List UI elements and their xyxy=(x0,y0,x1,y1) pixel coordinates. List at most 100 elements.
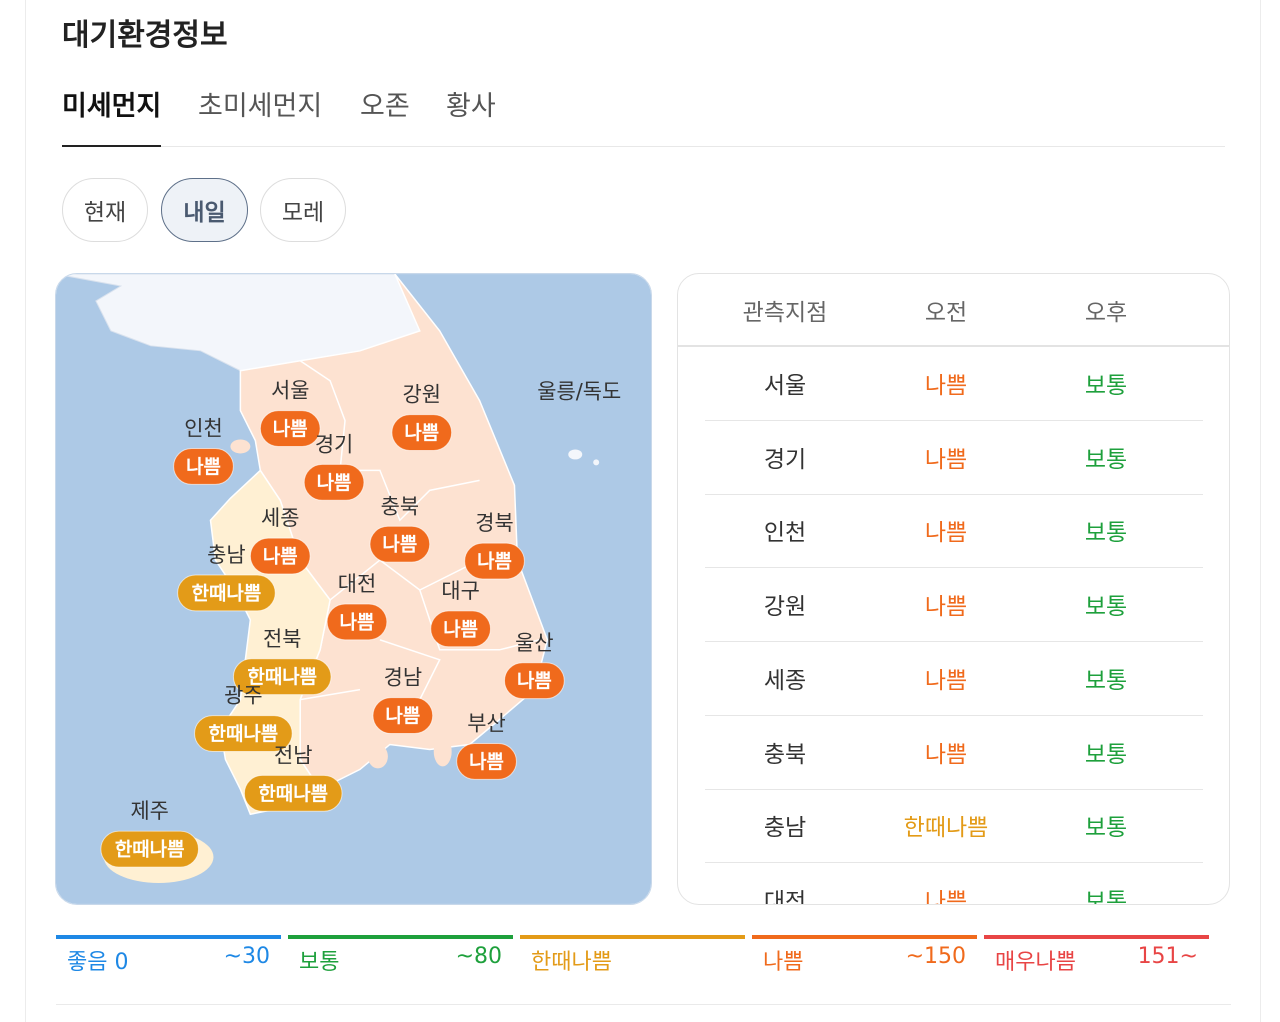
status-badge xyxy=(464,542,525,580)
region-name: 대전 xyxy=(338,572,376,596)
pm-status: 보통 xyxy=(1084,520,1128,547)
status-badge xyxy=(391,414,453,451)
status-label: 한때나쁨 xyxy=(247,666,317,688)
am-status: 나쁨 xyxy=(924,888,968,905)
station-name: 서울 xyxy=(763,373,807,399)
header-divider xyxy=(678,345,1229,347)
legend-label: 좋음 0 xyxy=(67,950,129,975)
region-name: 전북 xyxy=(263,627,301,651)
am-status: 나쁨 xyxy=(924,446,968,473)
row-divider xyxy=(705,567,1203,569)
status-label: 한때나쁨 xyxy=(115,839,185,861)
status-label: 한때나쁨 xyxy=(192,582,262,604)
region-name: 부산 xyxy=(467,712,505,736)
status-label: 나쁨 xyxy=(186,456,221,478)
row-divider xyxy=(705,641,1203,643)
pm-status: 보통 xyxy=(1084,815,1128,842)
am-status: 한때나쁨 xyxy=(903,815,989,842)
region-name: 광주 xyxy=(224,684,262,708)
station-name: 경기 xyxy=(763,446,807,473)
am-status: 나쁨 xyxy=(924,741,968,768)
legend-bar xyxy=(288,935,513,939)
column-header: 오후 xyxy=(1084,300,1128,326)
status-badge xyxy=(173,447,234,485)
region-name: 충남 xyxy=(207,543,245,567)
status-label: 나쁨 xyxy=(517,670,552,692)
status-label: 나쁨 xyxy=(382,534,417,556)
station-name: 충북 xyxy=(763,741,807,768)
tab-underline xyxy=(62,145,161,147)
am-status: 나쁨 xyxy=(924,594,968,621)
status-badge xyxy=(259,410,321,447)
island-label: 울릉/독도 xyxy=(537,380,621,404)
status-label: 나쁨 xyxy=(263,546,298,568)
status-label: 나쁨 xyxy=(469,751,504,773)
status-label: 나쁨 xyxy=(385,705,420,727)
station-name: 세종 xyxy=(763,667,807,694)
day-button[interactable]: 현재 xyxy=(62,178,148,242)
status-badge xyxy=(243,774,343,812)
station-name: 강원 xyxy=(763,594,807,621)
tab[interactable]: 미세먼지 xyxy=(62,91,162,122)
status-badge xyxy=(303,463,365,501)
region-name: 경북 xyxy=(475,511,513,535)
legend-label: 매우나쁨 xyxy=(995,950,1076,975)
status-badge xyxy=(430,610,492,648)
status-badge xyxy=(177,574,276,612)
day-button[interactable]: 모레 xyxy=(260,178,346,242)
legend-label: 한때나쁨 xyxy=(531,950,612,975)
legend-range-end: ~150 xyxy=(905,944,966,969)
region-name: 대구 xyxy=(441,579,479,603)
legend-label: 나쁨 xyxy=(763,950,804,975)
status-badge xyxy=(369,525,431,563)
region-name: 울산 xyxy=(515,631,553,655)
legend-bar xyxy=(520,935,745,939)
region-name: 강원 xyxy=(403,383,441,407)
region-name: 서울 xyxy=(271,379,309,403)
region-name: 충북 xyxy=(381,494,419,518)
region-name: 인천 xyxy=(184,417,222,441)
am-status: 나쁨 xyxy=(924,373,968,399)
legend-bar xyxy=(752,935,977,939)
region-name: 제주 xyxy=(130,799,168,823)
station-name: 인천 xyxy=(763,520,807,547)
legend-range-end: 151~ xyxy=(1137,944,1198,969)
bottom-divider xyxy=(56,1004,1231,1005)
day-button[interactable]: 내일 xyxy=(161,178,248,242)
status-badge xyxy=(194,715,293,752)
status-badge xyxy=(249,537,311,575)
status-badge xyxy=(232,658,332,696)
region-name: 경기 xyxy=(315,432,353,456)
status-label: 나쁨 xyxy=(404,422,439,444)
station-name: 대전 xyxy=(763,888,807,905)
pm-status: 보통 xyxy=(1084,594,1128,621)
panel-title: 대기환경정보 xyxy=(62,18,228,53)
region-name: 세종 xyxy=(261,506,299,530)
ulleung-island xyxy=(568,449,583,460)
region-name: 전남 xyxy=(274,743,312,767)
am-status: 나쁨 xyxy=(924,667,968,694)
row-divider xyxy=(705,420,1203,421)
row-divider xyxy=(705,788,1203,790)
tab[interactable]: 오존 xyxy=(360,91,410,122)
island xyxy=(433,736,452,767)
legend-bar xyxy=(56,935,281,939)
tab[interactable]: 황사 xyxy=(446,91,496,122)
column-header: 관측지점 xyxy=(742,300,828,326)
status-label: 한때나쁨 xyxy=(258,783,328,805)
tab[interactable]: 초미세먼지 xyxy=(198,91,323,122)
tab-divider xyxy=(62,146,1225,147)
pm-status: 보통 xyxy=(1084,373,1128,399)
dokdo-island xyxy=(593,459,600,466)
status-badge xyxy=(326,603,388,641)
status-label: 나쁨 xyxy=(340,611,375,633)
legend-label: 보통 xyxy=(299,950,340,975)
pm-status: 보통 xyxy=(1084,446,1128,473)
pm-status: 보통 xyxy=(1084,741,1128,768)
pm-status: 보통 xyxy=(1084,888,1128,905)
row-divider xyxy=(705,862,1203,864)
status-label: 나쁨 xyxy=(443,618,478,640)
